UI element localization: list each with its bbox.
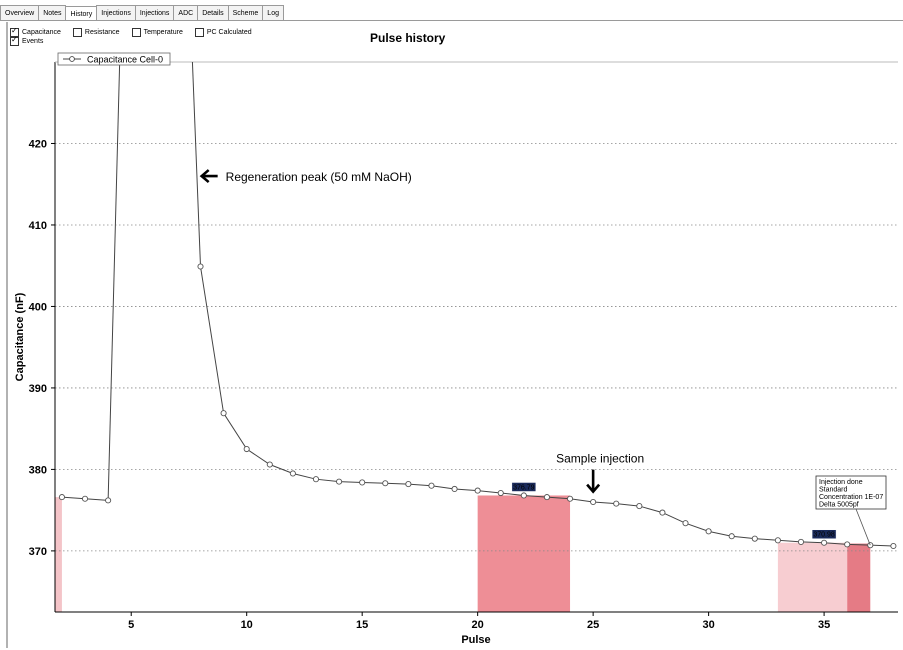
annotation-sample-injection: Sample injection: [556, 452, 644, 466]
value-marker-box: [511, 482, 537, 492]
data-point: [566, 495, 574, 502]
series-toggles: Capacitance Resistance Temperature PC Ca…: [10, 26, 264, 46]
y-tick-label: 380: [29, 464, 47, 476]
down-arrow-icon: [586, 469, 601, 494]
temperature-label: Temperature: [143, 29, 183, 36]
data-point: [520, 492, 527, 499]
checkbox-unchecked-icon: [72, 28, 82, 37]
data-point: [451, 485, 458, 493]
value-marker-box: [811, 529, 837, 539]
data-point: [474, 487, 481, 494]
tab-bar: Overview Notes History Injections Inject…: [0, 0, 903, 21]
legend-label: Capacitance Cell-0: [87, 55, 163, 65]
data-point: [636, 503, 643, 510]
data-point: [243, 445, 250, 453]
value-marker-label: 376.79: [513, 484, 535, 491]
x-tick-label: 30: [702, 619, 714, 631]
event-region: [477, 495, 571, 612]
event-region: [55, 497, 62, 612]
annotation-regeneration-peak: Regeneration peak (50 mM NaOH): [226, 170, 412, 184]
injection-note-line: Delta 5005pf: [819, 502, 859, 509]
chart-title: Pulse history: [370, 31, 446, 45]
data-point: [705, 528, 712, 535]
x-axis-label: Pulse: [461, 634, 490, 646]
data-point: [682, 520, 689, 527]
data-point: [659, 509, 666, 516]
data-point: [821, 539, 828, 546]
data-point: [81, 495, 89, 502]
data-point: [312, 476, 320, 483]
data-point: [728, 533, 735, 540]
tab-divider: [0, 20, 903, 21]
data-point: [220, 410, 227, 417]
y-tick-label: 420: [29, 138, 47, 150]
x-tick-label: 25: [587, 619, 599, 631]
x-tick-label: 5: [128, 619, 134, 631]
data-point: [58, 494, 65, 501]
legend-marker-icon: [69, 56, 75, 62]
x-tick-label: 35: [818, 619, 830, 631]
x-tick-label: 20: [472, 619, 484, 631]
injection-note-line: Concentration 1E-07: [819, 494, 883, 501]
y-tick-label: 390: [29, 383, 47, 395]
resistance-checkbox[interactable]: Resistance: [72, 28, 120, 37]
data-point: [844, 541, 851, 548]
data-point: [266, 461, 273, 468]
series-peak-segment: [191, 61, 202, 267]
data-point: [428, 482, 435, 489]
data-point: [751, 535, 758, 542]
pc-calculated-checkbox[interactable]: PC Calculated: [194, 28, 252, 37]
injection-note-leader: [855, 508, 871, 546]
events-label: Events: [22, 38, 44, 45]
value-marker-label: 370.98: [813, 532, 835, 539]
data-point: [774, 537, 781, 544]
data-point: [105, 497, 112, 504]
data-point: [289, 470, 296, 477]
data-point: [613, 500, 620, 507]
injection-note-line: Standard: [819, 487, 848, 494]
y-tick-label: 410: [29, 220, 47, 232]
y-tick-label: 370: [29, 546, 47, 558]
y-tick-label: 400: [29, 301, 47, 313]
data-point: [890, 542, 897, 550]
pc-calculated-label: PC Calculated: [206, 29, 252, 36]
series-peak-segment: [107, 61, 121, 501]
data-point: [197, 263, 204, 270]
resistance-label: Resistance: [84, 29, 120, 36]
checkbox-unchecked-icon: [194, 28, 204, 37]
capacitance-label: Capacitance: [22, 29, 61, 36]
injection-note-box: [815, 475, 887, 510]
x-tick-label: 10: [241, 619, 253, 631]
event-region: [777, 542, 848, 612]
data-point: [336, 478, 343, 485]
data-point: [405, 481, 412, 488]
data-point: [497, 489, 504, 497]
checkbox-checked-icon: [10, 35, 19, 46]
event-region: [847, 543, 871, 612]
data-point: [382, 480, 389, 487]
data-point: [543, 494, 550, 501]
tab-history[interactable]: History: [65, 6, 98, 21]
legend-box: [57, 52, 171, 66]
y-axis-label: Capacitance (nF): [14, 292, 26, 381]
events-checkbox[interactable]: Events: [10, 35, 44, 46]
checkbox-unchecked-icon: [131, 28, 141, 37]
tab-log[interactable]: Log: [262, 5, 284, 20]
data-point: [359, 479, 366, 486]
x-tick-label: 15: [356, 619, 368, 631]
left-arrow-icon: [199, 169, 218, 184]
injection-note-line: Injection done: [819, 479, 863, 486]
data-point: [797, 538, 805, 545]
data-point: [590, 498, 597, 506]
temperature-checkbox[interactable]: Temperature: [131, 28, 183, 37]
